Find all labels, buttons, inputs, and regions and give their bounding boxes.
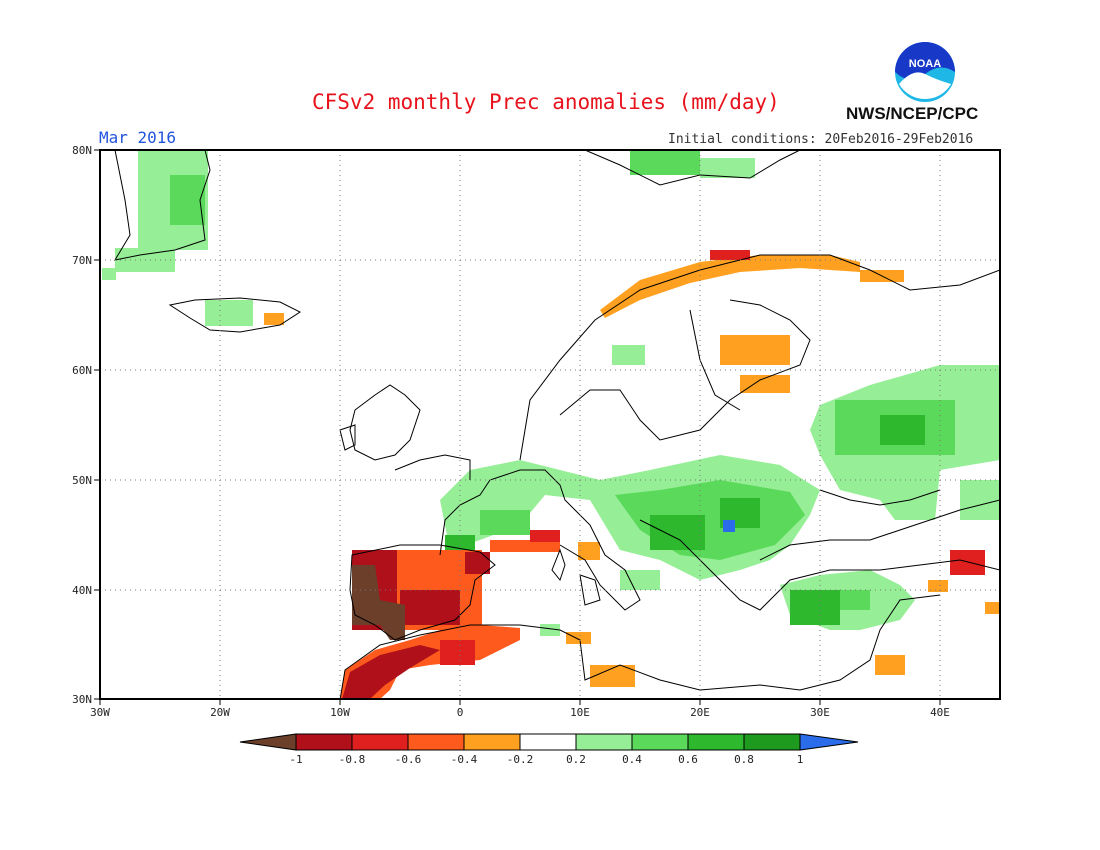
colorbar-swatch xyxy=(407,733,465,751)
colorbar-swatch xyxy=(295,733,353,751)
colorbar xyxy=(239,733,859,751)
colorbar-swatch xyxy=(519,733,577,751)
anomaly-shading xyxy=(102,150,1000,699)
lat-tick: 60N xyxy=(72,364,92,377)
colorbar-swatch xyxy=(687,733,745,751)
lon-tick: 0 xyxy=(457,706,464,719)
gridlines xyxy=(100,150,1000,699)
colorbar-label: 0.6 xyxy=(678,753,698,766)
logo-text: NOAA xyxy=(909,58,941,70)
colorbar-label: -0.8 xyxy=(339,753,366,766)
colorbar-swatch xyxy=(799,733,859,751)
noaa-logo: NOAA xyxy=(895,42,955,102)
colorbar-swatch xyxy=(743,733,801,751)
initial-conditions: Initial conditions: 20Feb2016-29Feb2016 xyxy=(668,132,974,147)
colorbar-swatch xyxy=(463,733,521,751)
agency-label: NWS/NCEP/CPC xyxy=(846,104,979,123)
lon-tick: 20E xyxy=(690,706,710,719)
colorbar-label: 0.2 xyxy=(566,753,586,766)
lon-tick: 30E xyxy=(810,706,830,719)
colorbar-swatch xyxy=(631,733,689,751)
colorbar-label: -0.2 xyxy=(507,753,534,766)
lat-tick: 80N xyxy=(72,144,92,157)
lon-tick: 30W xyxy=(90,706,110,719)
colorbar-label: -0.4 xyxy=(451,753,478,766)
map-frame xyxy=(99,149,1001,700)
lat-tick: 70N xyxy=(72,254,92,267)
colorbar-label: 0.4 xyxy=(622,753,642,766)
lat-tick: 30N xyxy=(72,693,92,706)
colorbar-swatch xyxy=(575,733,633,751)
lon-tick: 10W xyxy=(330,706,350,719)
colorbar-label: -0.6 xyxy=(395,753,422,766)
lon-tick: 40E xyxy=(930,706,950,719)
page-title: CFSv2 monthly Prec anomalies (mm/day) xyxy=(312,90,780,114)
colorbar-label: -1 xyxy=(289,753,302,766)
colorbar-swatch xyxy=(351,733,409,751)
lon-tick: 10E xyxy=(570,706,590,719)
forecast-month: Mar 2016 xyxy=(99,128,177,147)
colorbar-label: 1 xyxy=(797,753,804,766)
lat-tick: 40N xyxy=(72,584,92,597)
lon-tick: 20W xyxy=(210,706,230,719)
colorbar-swatch xyxy=(239,733,297,751)
lat-tick: 50N xyxy=(72,474,92,487)
colorbar-label: 0.8 xyxy=(734,753,754,766)
